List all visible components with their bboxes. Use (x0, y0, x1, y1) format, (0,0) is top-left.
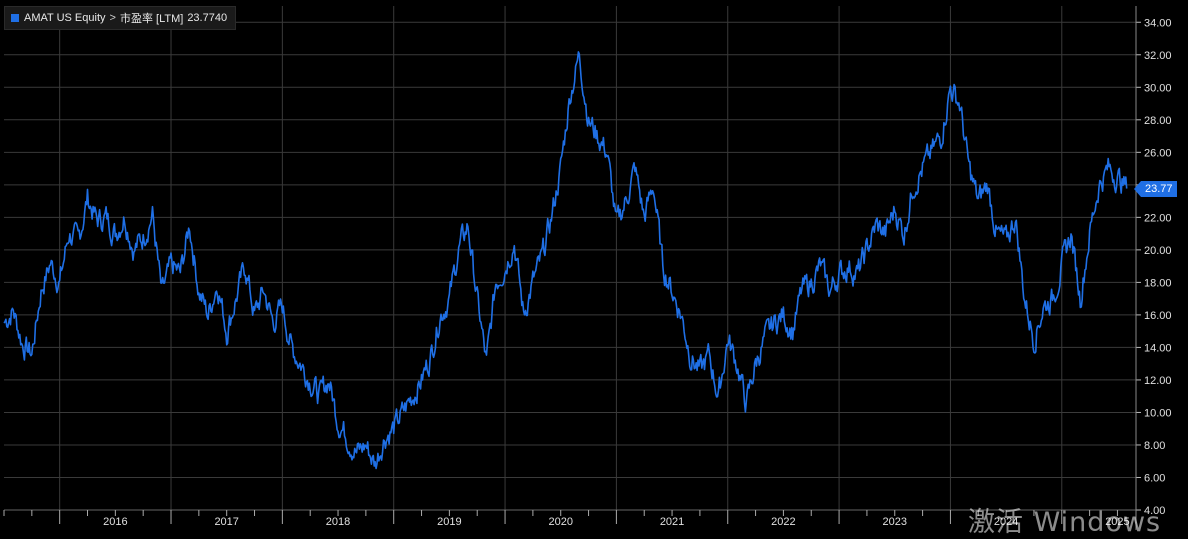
y-tick-label: 18.00 (1144, 277, 1172, 289)
y-tick-label: 14.00 (1144, 342, 1172, 354)
x-tick-label: 2023 (883, 516, 907, 528)
x-tick-label: 2021 (660, 516, 684, 528)
activation-watermark: 激活 Windows (968, 507, 1162, 538)
legend-metric: 市盈率 [LTM] (119, 13, 184, 25)
y-tick-label: 26.00 (1144, 147, 1172, 159)
x-tick-label: 2022 (771, 516, 795, 528)
x-tick-label: 2017 (214, 516, 238, 528)
last-value-badge: 23.77 (1134, 180, 1177, 197)
y-tick-label: 20.00 (1144, 245, 1172, 257)
y-tick-label: 10.00 (1144, 407, 1172, 419)
y-tick-label: 6.00 (1144, 472, 1165, 484)
x-tick-label: 2019 (437, 516, 461, 528)
legend-swatch (11, 14, 19, 22)
series-line (3, 51, 1128, 470)
y-tick-label: 12.00 (1144, 375, 1172, 387)
x-axis: 2016 2017 2018 2019 2020 2021 2022 2023 2024 2025 (3, 509, 1136, 528)
legend-ticker: AMAT US Equity (24, 12, 106, 24)
x-tick-label: 2018 (326, 516, 350, 528)
y-tick-label: 30.00 (1144, 82, 1172, 94)
legend: AMAT US Equity > 市盈率 [LTM] 23.7740 (4, 6, 237, 30)
x-tick-label: 2024 (994, 516, 1018, 528)
y-tick-label: 4.00 (1144, 505, 1165, 517)
x-tick-label: 2025 (1105, 516, 1129, 528)
y-tick-label: 32.00 (1144, 50, 1172, 62)
y-axis: 4.00 6.00 8.00 10.00 12.00 14.00 16.00 18.00 20.… (1135, 6, 1172, 530)
x-tick-label: 2016 (103, 516, 127, 528)
y-tick-label: 16.00 (1144, 310, 1172, 322)
y-tick-label: 34.00 (1144, 17, 1172, 29)
y-tick-label: 8.00 (1144, 440, 1165, 452)
y-tick-label: 22.00 (1144, 212, 1172, 224)
legend-last-value: 23.7740 (187, 12, 228, 24)
x-tick-label: 2020 (548, 516, 572, 528)
legend-separator: > (109, 12, 116, 24)
y-tick-label: 28.00 (1144, 115, 1172, 127)
